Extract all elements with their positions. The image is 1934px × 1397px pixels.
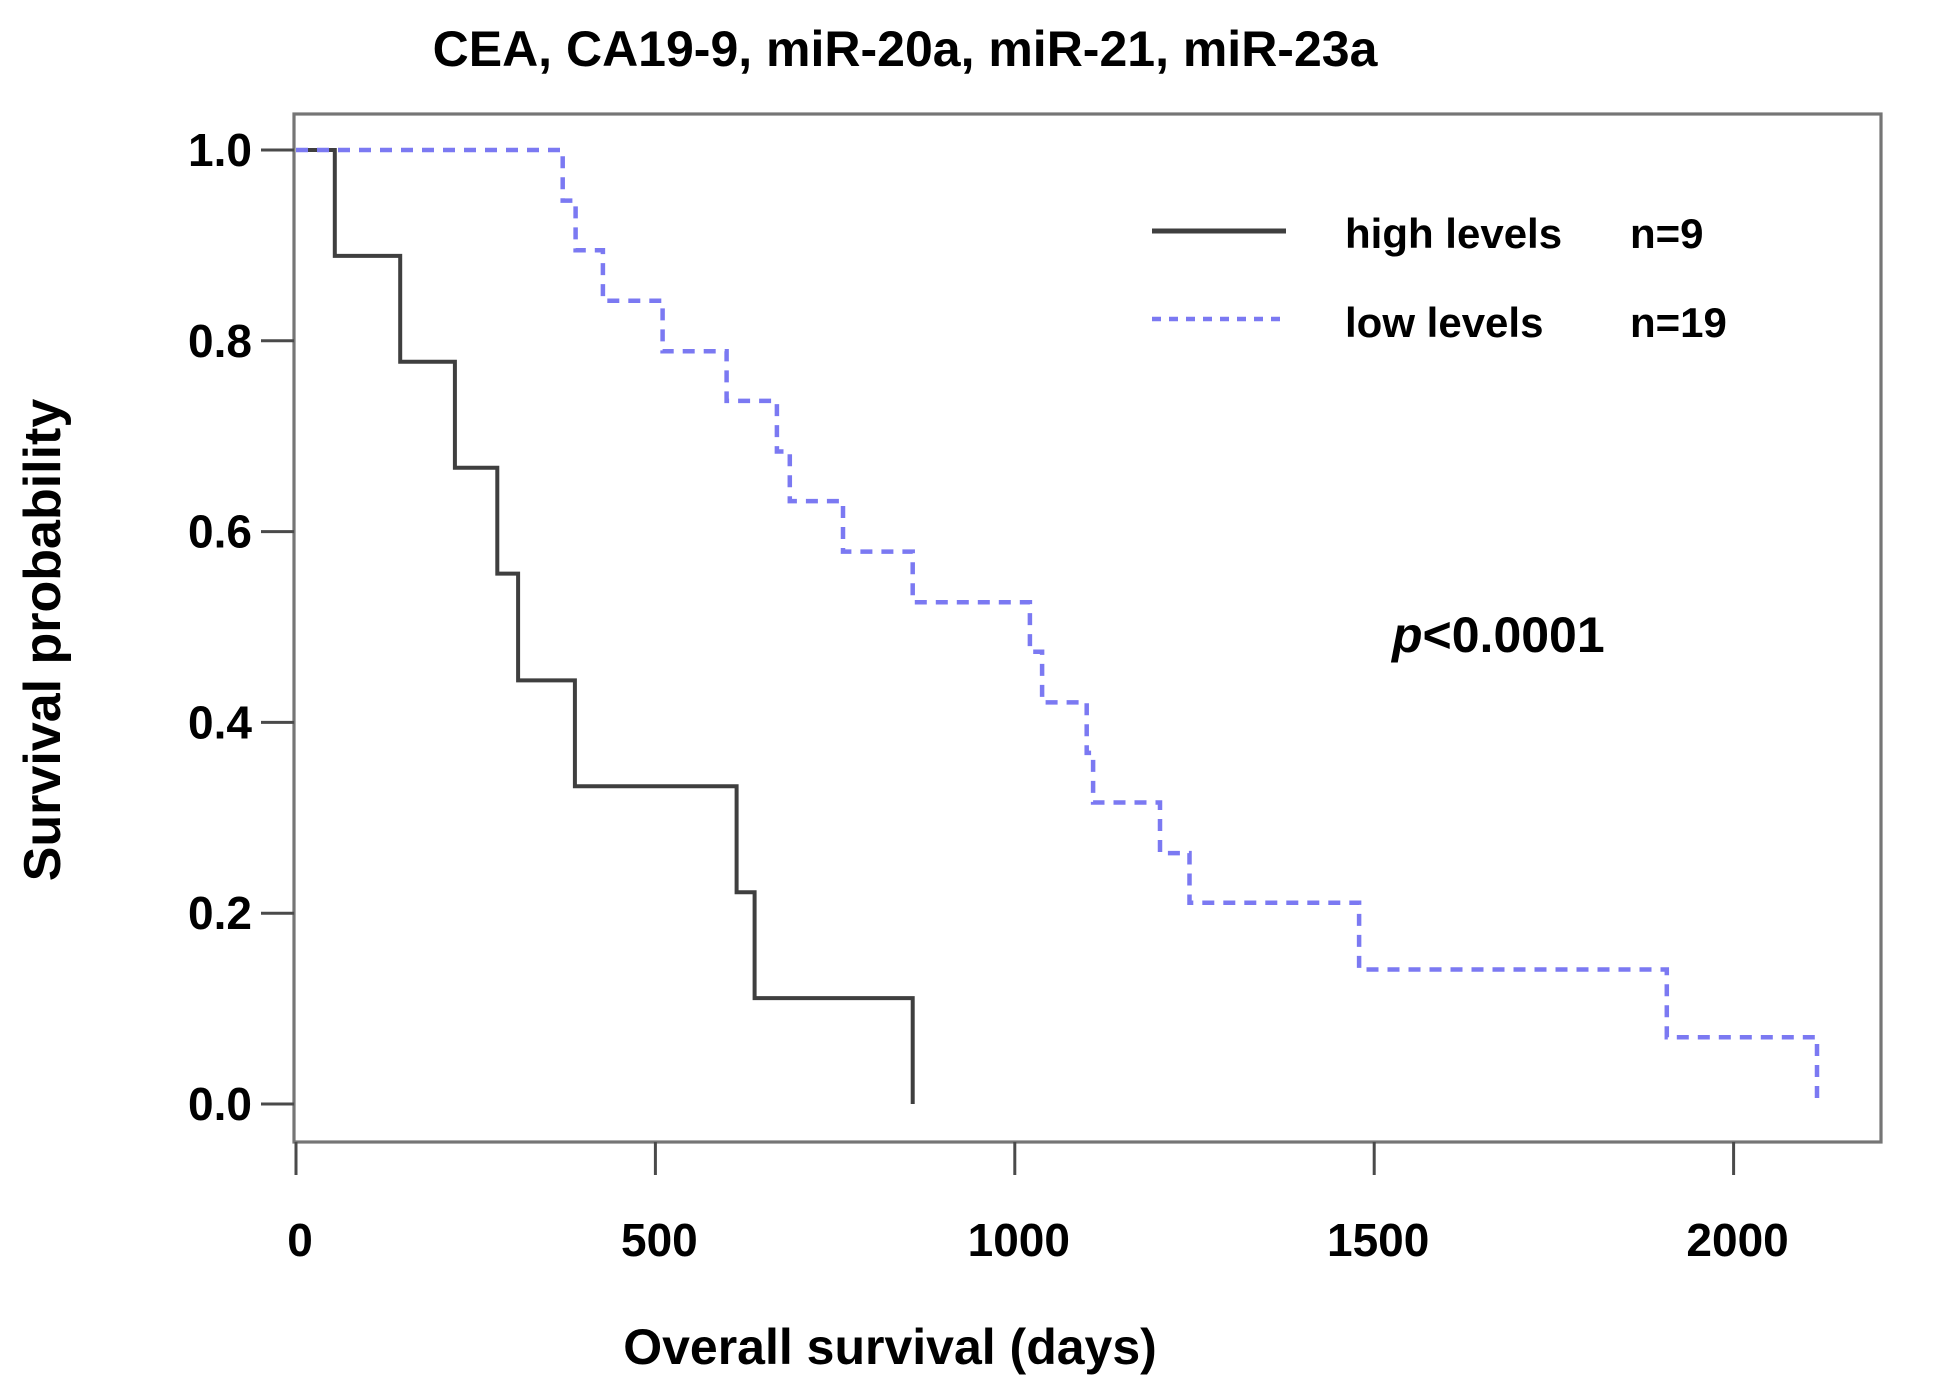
p-symbol: p bbox=[1390, 607, 1423, 663]
x-tick-label: 1500 bbox=[1327, 1214, 1429, 1266]
p-value-annotation: p<0.0001 bbox=[1390, 607, 1605, 663]
axes-layer: 0 500 1000 1500 2000 0.0 0.2 0.4 0.6 0.8 1.0 bbox=[188, 124, 1789, 1266]
x-tick-label: 1000 bbox=[968, 1214, 1070, 1266]
y-tick-label: 1.0 bbox=[188, 124, 252, 176]
low-levels-curve bbox=[296, 147, 1820, 1104]
plot-border bbox=[292, 112, 1883, 1144]
legend-count-high: n=9 bbox=[1630, 210, 1704, 257]
y-tick-label: 0.2 bbox=[188, 887, 252, 939]
legend-layer bbox=[1152, 228, 1286, 322]
x-tick-label: 0 bbox=[287, 1214, 313, 1266]
p-comparison: <0.0001 bbox=[1423, 607, 1605, 663]
curves-layer bbox=[296, 147, 1820, 1104]
y-tick-label: 0.4 bbox=[188, 696, 252, 748]
x-tick-label: 500 bbox=[621, 1214, 698, 1266]
y-axis-title: Survival probability bbox=[14, 399, 72, 882]
y-tick-label: 0.0 bbox=[188, 1078, 252, 1130]
legend-count-low: n=19 bbox=[1630, 299, 1727, 346]
y-tick-label: 0.8 bbox=[188, 315, 252, 367]
chart-title: CEA, CA19-9, miR-20a, miR-21, miR-23a bbox=[433, 21, 1379, 77]
high-levels-curve bbox=[296, 148, 915, 1104]
y-tick-label: 0.6 bbox=[188, 506, 252, 558]
legend-label-low: low levels bbox=[1345, 299, 1543, 346]
x-tick-label: 2000 bbox=[1686, 1214, 1788, 1266]
legend-label-high: high levels bbox=[1345, 210, 1562, 257]
x-axis-title: Overall survival (days) bbox=[623, 1319, 1157, 1375]
